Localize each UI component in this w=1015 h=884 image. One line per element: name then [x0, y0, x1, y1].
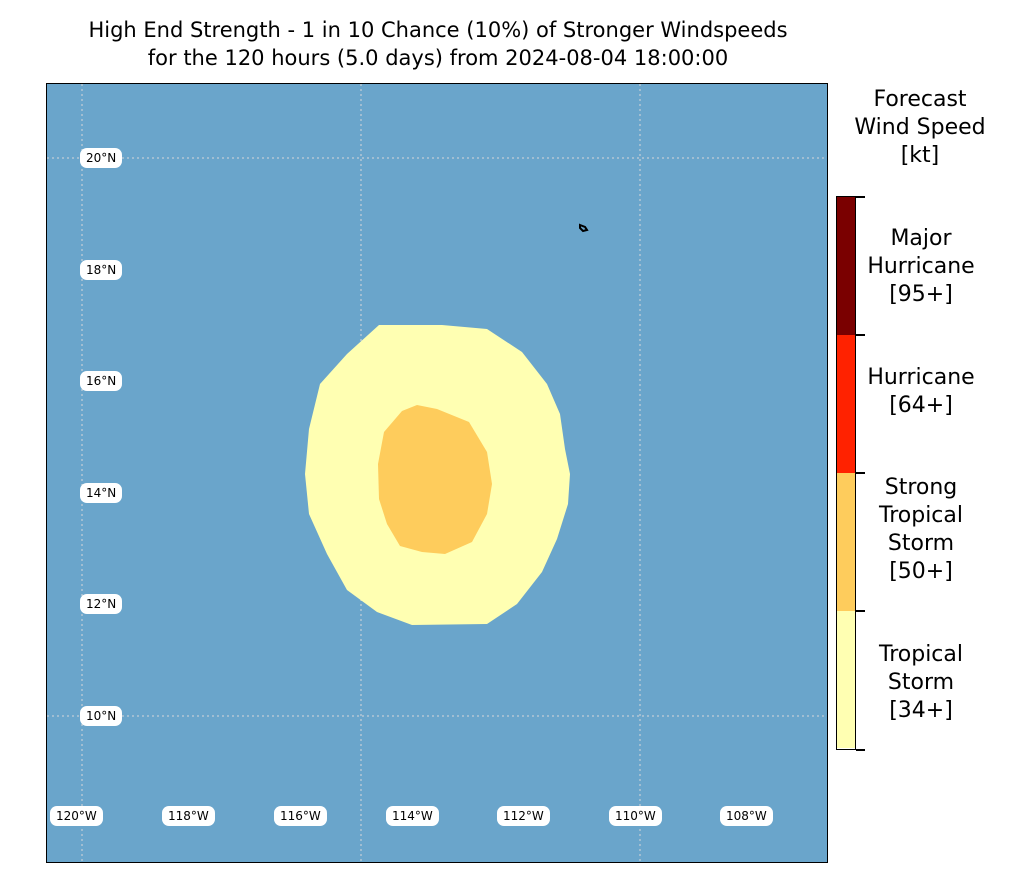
lat-label-20n: 20°N: [80, 148, 123, 168]
colorbar-label-hurricane: Hurricane [64+]: [867, 365, 975, 418]
colorbar-tick: [856, 610, 865, 612]
colorbar-label-tropical-storm: Tropical Storm [34+]: [879, 642, 963, 723]
colorbar-tick: [856, 196, 865, 198]
lon-label-116w: 116°W: [274, 806, 327, 826]
lon-label-108w: 108°W: [720, 806, 773, 826]
title-line-2: for the 120 hours (5.0 days) from 2024-0…: [147, 46, 729, 70]
lon-label-110w: 110°W: [609, 806, 662, 826]
lat-label-12n: 12°N: [80, 594, 123, 614]
lon-label-118w: 118°W: [162, 806, 215, 826]
colorbar-tick: [856, 472, 865, 474]
lon-label-120w: 120°W: [50, 806, 103, 826]
colorbar-swatch-strong-tropical-storm: [837, 473, 855, 611]
colorbar-swatch-hurricane: [837, 335, 855, 473]
lat-label-14n: 14°N: [80, 483, 123, 503]
lat-label-10n: 10°N: [80, 706, 123, 726]
colorbar-swatch-tropical-storm: [837, 611, 855, 748]
colorbar-tick: [856, 749, 865, 751]
colorbar-label-major-hurricane: Major Hurricane [95+]: [867, 226, 975, 307]
colorbar-title: Forecast Wind Speed [kt]: [854, 87, 986, 168]
colorbar-label-strong-tropical-storm: Strong Tropical Storm [50+]: [879, 475, 963, 584]
lat-label-16n: 16°N: [80, 371, 123, 391]
lat-label-18n: 18°N: [80, 260, 123, 280]
map-canvas: [47, 84, 827, 862]
lon-label-112w: 112°W: [497, 806, 550, 826]
lon-label-114w: 114°W: [386, 806, 439, 826]
title-line-1: High End Strength - 1 in 10 Chance (10%)…: [88, 18, 788, 42]
island-outline: [579, 223, 589, 233]
strong-tropical-storm-zone: [378, 405, 492, 554]
colorbar-tick: [856, 334, 865, 336]
figure-title: High End Strength - 1 in 10 Chance (10%)…: [0, 16, 876, 72]
colorbar-swatch-major-hurricane: [837, 197, 855, 335]
colorbar: [836, 196, 856, 750]
forecast-map[interactable]: 20°N 18°N 16°N 14°N 12°N 10°N 120°W 118°…: [46, 83, 828, 863]
